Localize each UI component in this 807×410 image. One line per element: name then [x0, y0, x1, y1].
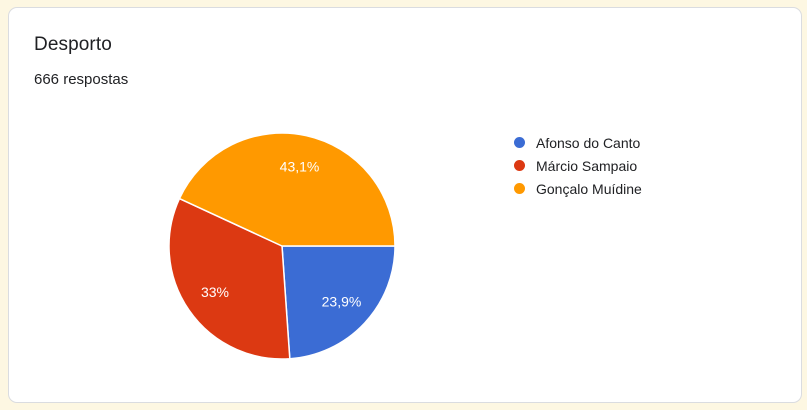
legend-label: Márcio Sampaio: [536, 157, 638, 174]
legend-label: Gonçalo Muídine: [536, 180, 642, 197]
pie-slice-márcio-sampaio[interactable]: [169, 197, 291, 359]
legend-color-dot: [514, 137, 525, 148]
pie-slice-gonçalo-muídine[interactable]: [178, 133, 395, 247]
legend-item: Afonso do Canto: [514, 131, 642, 154]
pie-slice-percentage-label: 33%: [201, 284, 229, 300]
response-count: 666 respostas: [34, 71, 129, 88]
chart-title: Desporto: [34, 34, 112, 55]
pie-slice-percentage-label: 43,1%: [280, 158, 320, 174]
pie-chart-svg: 23,9% 33% 43,1%: [169, 133, 395, 359]
legend-color-dot: [514, 160, 525, 171]
chart-legend: Afonso do Canto Márcio Sampaio Gonçalo Muí…: [514, 131, 642, 200]
legend-label: Afonso do Canto: [536, 134, 641, 151]
legend-color-dot: [514, 183, 525, 194]
pie-slice-afonso-do-canto[interactable]: [281, 245, 395, 359]
legend-item: Gonçalo Muídine: [514, 177, 642, 200]
pie-chart: 23,9% 33% 43,1%: [169, 133, 395, 359]
chart-card: Desporto 666 respostas 23,9% 33% 43,1% Afo…: [8, 7, 802, 403]
pie-slice-percentage-label: 23,9%: [322, 293, 362, 309]
legend-item: Márcio Sampaio: [514, 154, 642, 177]
